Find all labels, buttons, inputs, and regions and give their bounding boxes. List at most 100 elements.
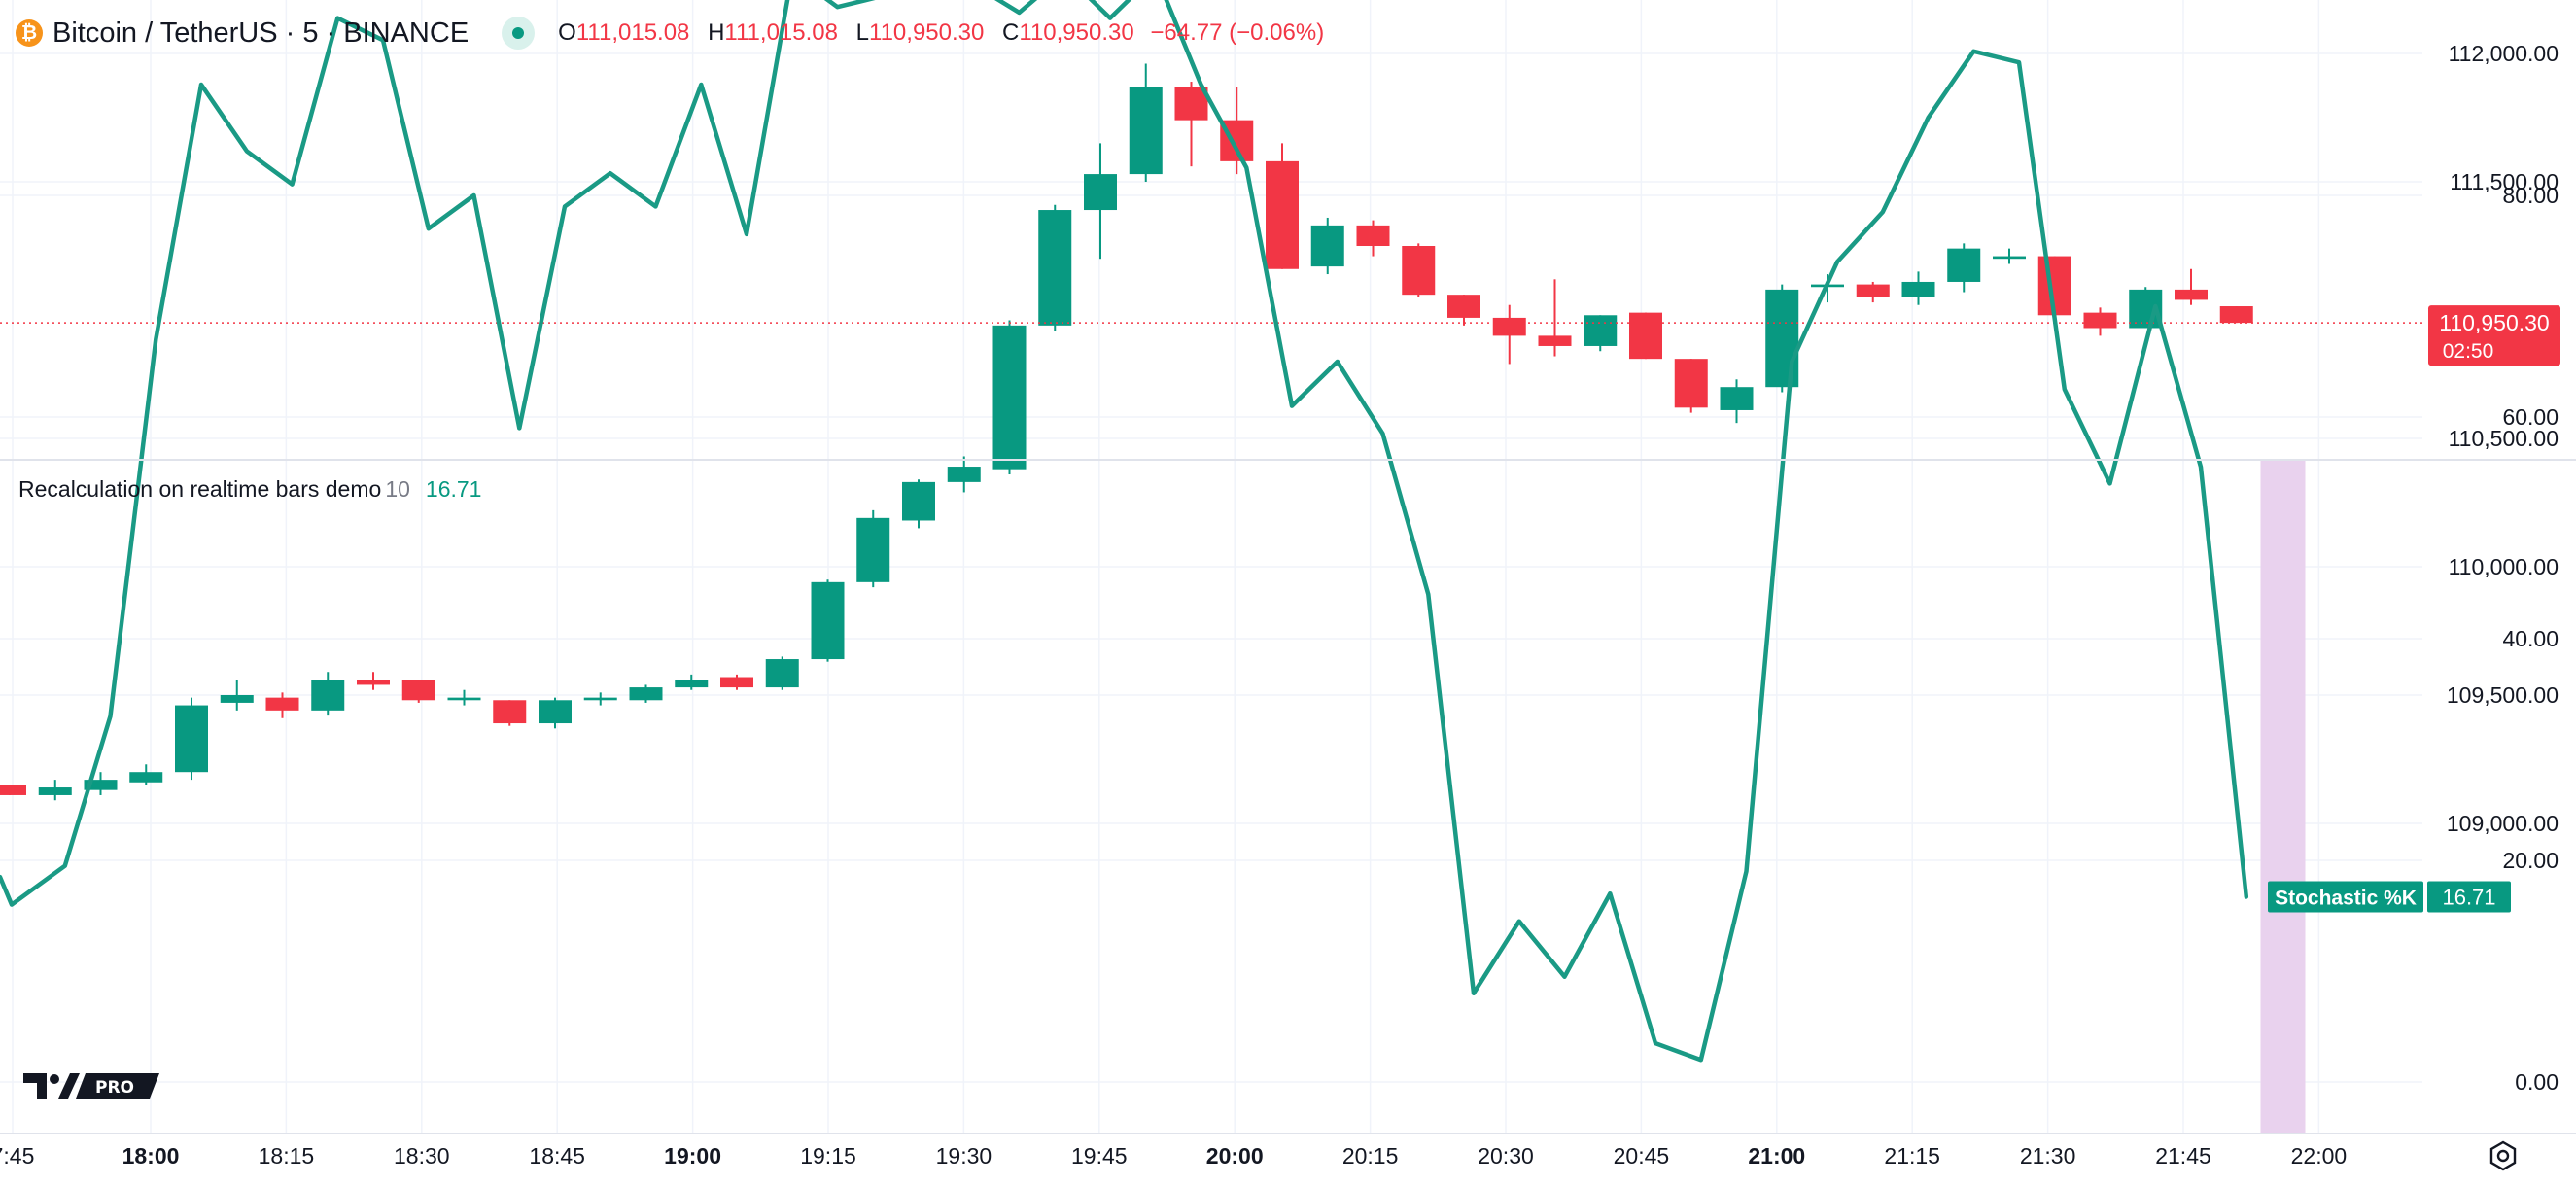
candle[interactable] <box>2083 307 2117 336</box>
candle-body <box>992 325 1027 470</box>
candle[interactable] <box>947 456 981 493</box>
change-value: −64.77 (−0.06%) <box>1150 19 1325 46</box>
candle[interactable] <box>220 680 254 711</box>
time-tick-label: 19:30 <box>936 1143 992 1169</box>
candle[interactable] <box>493 700 527 726</box>
low-label: L <box>855 19 870 46</box>
settings-icon[interactable] <box>2487 1139 2520 1172</box>
candle[interactable] <box>1720 379 1754 424</box>
candle[interactable] <box>447 689 481 706</box>
time-tick-label: 7:45 <box>0 1143 34 1169</box>
candle[interactable] <box>2129 287 2163 329</box>
time-axis[interactable]: 7:45 18:00 18:15 18:30 18:45 19:00 19:15 19:30 1… <box>0 1143 2347 1169</box>
candle[interactable] <box>0 785 26 795</box>
candle[interactable] <box>1038 204 1072 331</box>
candle-body <box>357 680 390 685</box>
candle-body <box>1720 387 1754 410</box>
open-value: 111,015.08 <box>575 19 690 46</box>
candle[interactable] <box>1310 217 1344 275</box>
tradingview-logo-icon[interactable]: PRO <box>23 1069 159 1102</box>
candle-body <box>1084 174 1117 211</box>
symbol-title[interactable]: Bitcoin / TetherUS · 5 · BINANCE <box>52 17 470 49</box>
oscillator-tick-label: 40.00 <box>2502 626 2559 651</box>
candle[interactable] <box>175 697 208 781</box>
candle-body <box>1584 315 1618 346</box>
candle-body <box>583 697 617 701</box>
candle[interactable] <box>1402 243 1436 297</box>
bar-countdown-label: 02:50 <box>2443 340 2494 363</box>
indicator-legend[interactable]: Recalculation on realtime bars demo 10 16.… <box>18 476 481 503</box>
candle[interactable] <box>1584 315 1618 352</box>
time-tick-label: 18:00 <box>122 1143 180 1169</box>
candle[interactable] <box>1901 271 1935 305</box>
market-status-icon[interactable] <box>502 17 536 50</box>
candle-body <box>539 700 572 724</box>
candle-body <box>84 780 118 790</box>
oscillator-tick-label: 80.00 <box>2502 183 2559 208</box>
candle-body <box>765 659 799 688</box>
candle[interactable] <box>1993 248 2026 264</box>
candle[interactable] <box>629 684 663 703</box>
candle-body <box>1674 359 1708 408</box>
candle-body <box>1310 225 1344 267</box>
candle-body <box>1447 295 1480 318</box>
candle[interactable] <box>1129 63 1163 182</box>
candle[interactable] <box>311 672 345 716</box>
oscillator-axis[interactable]: 100.0080.0060.0040.0020.000.00Stochastic… <box>2268 0 2559 1095</box>
time-tick-label: 20:00 <box>1206 1143 1264 1169</box>
candle[interactable] <box>1174 82 1208 167</box>
indicator-value: 16.71 <box>425 476 482 502</box>
candle[interactable] <box>357 672 390 690</box>
candle[interactable] <box>265 692 299 718</box>
candle[interactable] <box>1538 279 1572 357</box>
candle[interactable] <box>1447 295 1480 326</box>
candle[interactable] <box>1084 143 1117 260</box>
candle-body <box>1174 87 1208 121</box>
candle[interactable] <box>401 680 435 703</box>
candle[interactable] <box>129 764 163 785</box>
ohlc-values: O111,015.08 H111,015.08 L110,950.30 C110… <box>556 19 1334 47</box>
candle-body <box>1492 317 1526 336</box>
price-candles[interactable] <box>0 63 2253 801</box>
candle-body <box>675 680 709 688</box>
candle[interactable] <box>675 674 709 690</box>
candle-body <box>2219 306 2253 324</box>
candle-body <box>720 677 753 688</box>
price-axis[interactable]: 112,000.00 111,500.00 110,500.00 110,000.00… <box>2428 41 2560 836</box>
indicator-name[interactable]: Recalculation on realtime bars demo <box>18 476 382 502</box>
candle[interactable] <box>2219 306 2253 324</box>
candle[interactable] <box>811 579 845 662</box>
time-tick-label: 22:00 <box>2291 1143 2348 1169</box>
candle[interactable] <box>1629 312 1662 360</box>
candle[interactable] <box>539 697 572 729</box>
bitcoin-icon: ₿ <box>16 19 43 47</box>
oscillator-tick-label: 60.00 <box>2502 404 2559 430</box>
candle-body <box>129 772 163 783</box>
series-name-label: Stochastic %K <box>2275 888 2417 910</box>
candle[interactable] <box>1765 284 1799 393</box>
candle[interactable] <box>1266 143 1299 269</box>
candle[interactable] <box>1356 220 1390 257</box>
candle-body <box>0 785 26 795</box>
time-tick-label: 18:45 <box>529 1143 585 1169</box>
price-tick-label: 112,000.00 <box>2449 41 2559 66</box>
candle[interactable] <box>1856 281 1890 303</box>
time-tick-label: 19:45 <box>1071 1143 1128 1169</box>
candle[interactable] <box>902 479 935 529</box>
candle[interactable] <box>992 320 1027 474</box>
stochastic-k-line[interactable] <box>0 0 2249 1063</box>
oscillator-tick-label: 0.00 <box>2515 1069 2559 1095</box>
realtime-bar-band <box>2260 461 2306 1134</box>
candle[interactable] <box>856 509 890 588</box>
candle[interactable] <box>765 656 799 690</box>
stochastic-line-pane[interactable] <box>0 0 2249 1063</box>
candle[interactable] <box>1947 243 1981 293</box>
candle[interactable] <box>583 692 617 706</box>
realtime-bar-highlight <box>2260 461 2306 1134</box>
candle[interactable] <box>1674 359 1708 413</box>
candle[interactable] <box>38 780 72 801</box>
candle[interactable] <box>2175 268 2208 305</box>
candle[interactable] <box>720 674 753 690</box>
candle[interactable] <box>84 772 118 795</box>
